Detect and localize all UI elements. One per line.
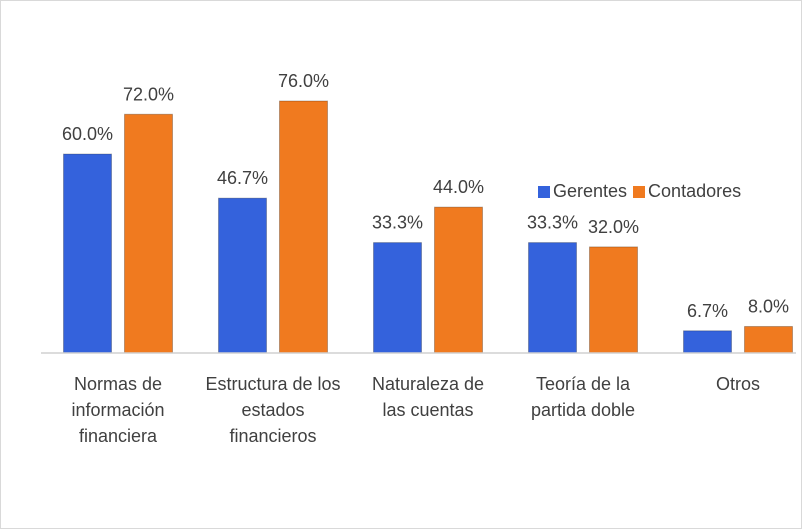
- bar: [279, 100, 328, 354]
- x-tick-label: Naturaleza de las cuentas: [371, 374, 485, 420]
- data-label: 72.0%: [123, 84, 174, 104]
- data-label: 60.0%: [62, 124, 113, 144]
- data-label: 46.7%: [217, 168, 268, 188]
- legend-swatch: [633, 185, 646, 198]
- bar: [744, 325, 793, 354]
- data-label: 33.3%: [372, 213, 423, 233]
- bar: [528, 242, 577, 354]
- x-tick-label: Otros: [715, 374, 760, 394]
- data-label: 76.0%: [278, 71, 329, 91]
- bar: [434, 206, 483, 354]
- legend-item: Gerentes: [538, 181, 627, 202]
- bar: [63, 153, 112, 354]
- x-tick-label: Teoría de la partida doble: [530, 374, 636, 420]
- data-label: 6.7%: [687, 301, 728, 321]
- legend-label: Gerentes: [553, 181, 628, 201]
- legend: Gerentes Contadores: [538, 181, 741, 202]
- bar: [124, 113, 173, 354]
- x-tick-label: Normas de información financiera: [71, 374, 165, 446]
- data-label: 44.0%: [433, 177, 484, 197]
- legend-swatch: [538, 185, 550, 198]
- legend-item: Contadores: [633, 181, 741, 202]
- bar: [683, 330, 732, 354]
- data-label: 33.3%: [527, 213, 578, 233]
- legend-label: Contadores: [648, 181, 742, 201]
- bar: [218, 197, 267, 354]
- data-label: 32.0%: [588, 217, 639, 237]
- x-tick-label: Estructura de los estados financieros: [205, 374, 341, 446]
- bar: [373, 242, 422, 354]
- data-label: 8.0%: [748, 296, 789, 316]
- bar: [589, 246, 638, 354]
